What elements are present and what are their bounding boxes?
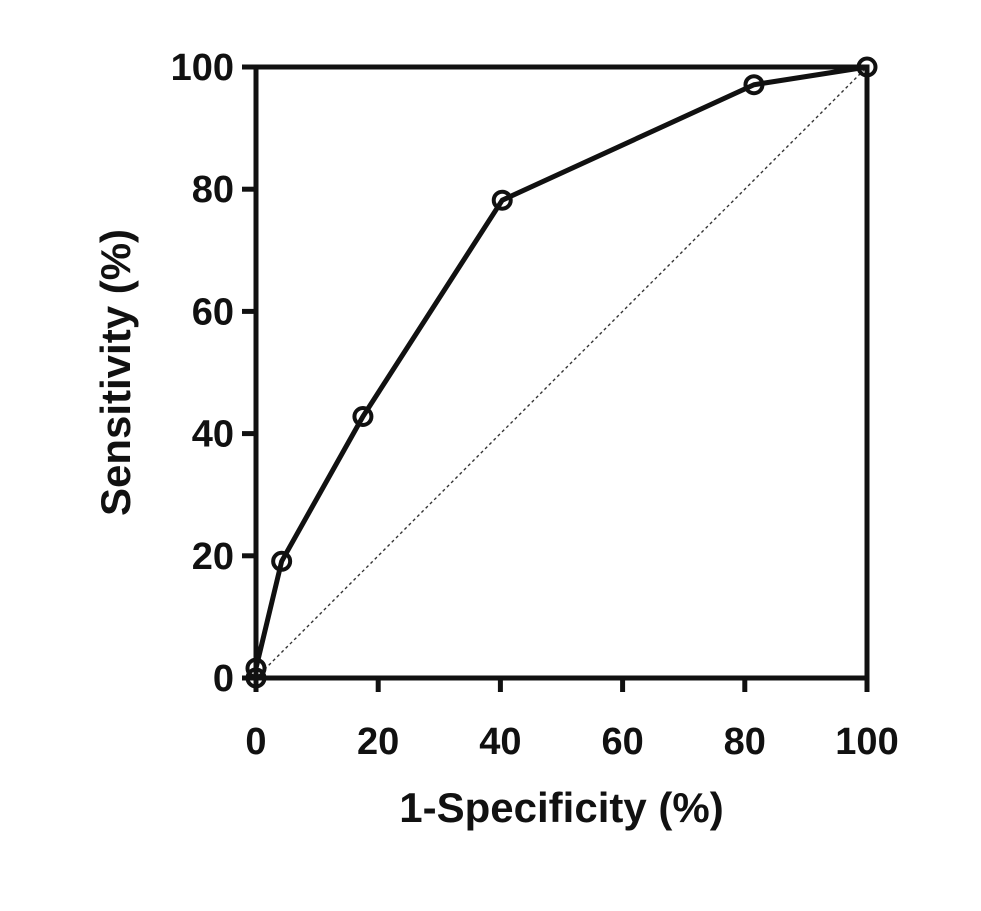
y-axis-label: Sensitivity (%) bbox=[92, 229, 139, 516]
roc-data-point bbox=[743, 74, 765, 96]
x-tick-label: 0 bbox=[245, 721, 266, 763]
y-tick-label: 80 bbox=[192, 169, 234, 211]
x-tick-label: 80 bbox=[724, 721, 766, 763]
roc-data-point bbox=[491, 189, 513, 211]
x-tick-label: 20 bbox=[357, 721, 399, 763]
y-tick-label: 60 bbox=[192, 291, 234, 333]
reference-layer bbox=[255, 66, 868, 679]
plot-frame-layer bbox=[253, 64, 870, 681]
tick-layer: 0 20 40 60 80 100 0 20 40 60 80 100 bbox=[171, 47, 899, 763]
plot-frame bbox=[253, 64, 870, 681]
y-tick-label: 100 bbox=[171, 47, 234, 89]
x-axis-label: 1-Specificity (%) bbox=[399, 784, 723, 831]
reference-diagonal-line bbox=[255, 66, 868, 679]
roc-data-point bbox=[271, 550, 293, 572]
x-tick-label: 60 bbox=[601, 721, 643, 763]
x-tick-label: 40 bbox=[479, 721, 521, 763]
y-tick-label: 20 bbox=[192, 536, 234, 578]
y-tick-label: 0 bbox=[213, 658, 234, 700]
y-tick-label: 40 bbox=[192, 414, 234, 456]
roc-data-point bbox=[352, 405, 374, 427]
x-tick-label: 100 bbox=[835, 721, 898, 763]
